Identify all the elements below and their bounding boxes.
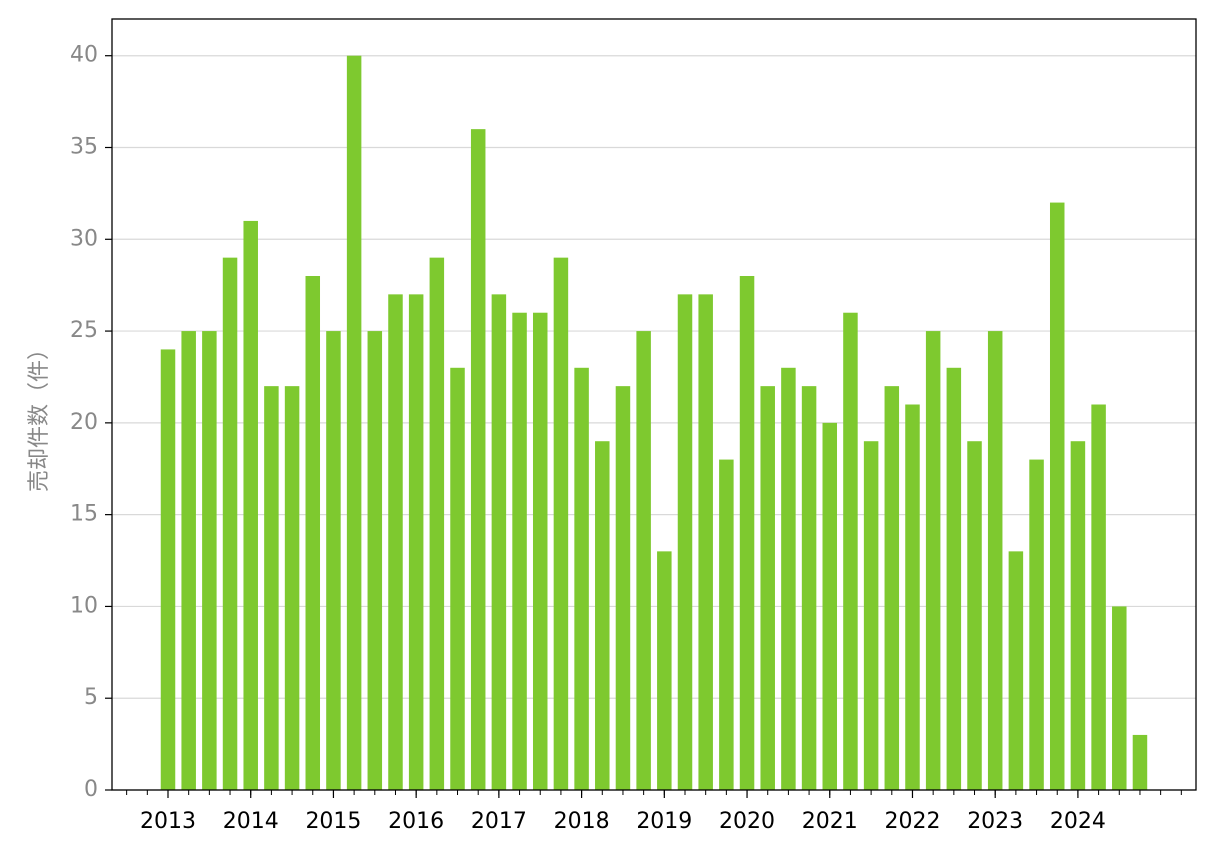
y-tick-label: 15 — [70, 502, 98, 527]
bar — [222, 257, 238, 791]
y-tick-label: 25 — [70, 318, 98, 343]
bar — [1049, 202, 1065, 791]
y-tick-label: 35 — [70, 135, 98, 160]
bar — [243, 220, 258, 790]
x-tick-label: 2020 — [719, 809, 775, 834]
bar — [574, 367, 589, 790]
bar — [284, 386, 300, 790]
bar — [388, 294, 403, 790]
bar — [967, 441, 982, 790]
x-tick-label: 2014 — [223, 809, 279, 834]
bar — [1132, 734, 1148, 790]
bar — [843, 312, 858, 790]
bar — [781, 367, 796, 790]
plot-frame — [111, 18, 1197, 791]
x-tick-label: 2013 — [140, 809, 196, 834]
bar — [987, 331, 1003, 790]
y-tick-label: 30 — [70, 226, 98, 251]
bar — [450, 367, 465, 790]
bar — [202, 331, 217, 790]
bar — [408, 294, 424, 790]
y-tick-label: 0 — [84, 777, 98, 802]
bar — [925, 331, 941, 790]
bar — [470, 129, 486, 791]
x-tick-label: 2016 — [388, 809, 444, 834]
bar — [181, 331, 196, 790]
y-tick-label: 10 — [70, 593, 98, 618]
bar — [326, 331, 341, 790]
y-axis-label: 売却件数（件） — [27, 338, 52, 492]
bar — [657, 551, 672, 790]
bar — [698, 294, 713, 790]
bar — [1112, 606, 1127, 790]
x-tick-label: 2015 — [305, 809, 361, 834]
bar — [346, 55, 362, 790]
y-tick-label: 5 — [84, 685, 98, 710]
bar — [553, 257, 569, 791]
bar — [739, 276, 755, 790]
y-tick-label: 40 — [70, 43, 98, 68]
x-tick-label: 2023 — [967, 809, 1023, 834]
y-tick-label: 20 — [70, 410, 98, 435]
bar — [532, 312, 548, 790]
bar — [863, 441, 879, 790]
bar — [636, 331, 651, 790]
bar — [615, 386, 631, 790]
bar — [595, 441, 610, 790]
bar — [801, 386, 817, 790]
x-tick-label: 2024 — [1050, 809, 1106, 834]
bar — [905, 404, 920, 790]
bar — [1091, 404, 1106, 790]
bar — [305, 276, 321, 790]
bar — [264, 386, 279, 790]
bar — [760, 386, 775, 790]
bar — [491, 294, 507, 790]
bar — [1070, 441, 1086, 790]
bar — [1029, 459, 1044, 790]
bar — [512, 312, 527, 790]
bar — [946, 367, 962, 790]
x-tick-label: 2019 — [636, 809, 692, 834]
bar — [822, 422, 838, 790]
bar — [367, 331, 383, 790]
x-tick-label: 2021 — [802, 809, 858, 834]
bar — [719, 459, 734, 790]
bar — [429, 257, 445, 791]
x-tick-label: 2017 — [471, 809, 527, 834]
x-tick-label: 2022 — [884, 809, 940, 834]
bar — [160, 349, 176, 790]
bar — [677, 294, 693, 790]
bar — [1008, 551, 1024, 790]
x-tick-label: 2018 — [554, 809, 610, 834]
bar — [884, 386, 900, 790]
